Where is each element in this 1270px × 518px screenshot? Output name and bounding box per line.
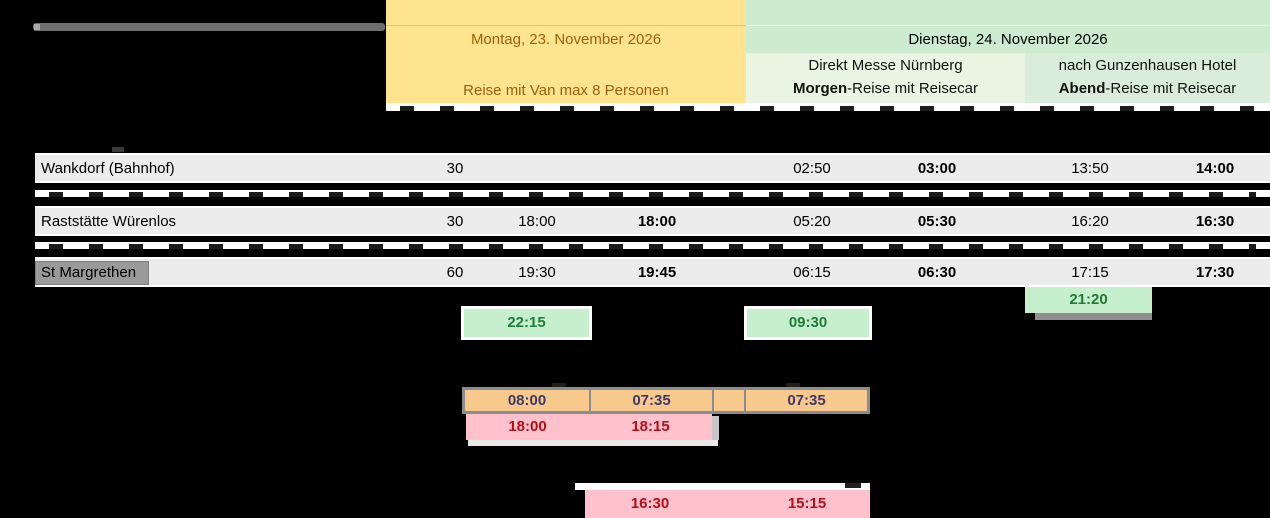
clipped-text-fragment [786, 383, 800, 387]
mon-departure-bold-cell[interactable]: 18:00 [637, 213, 677, 230]
table-row-wankdorf[interactable]: Wankdorf (Bahnhof) 30 02:50 03:00 13:50 … [35, 153, 1270, 183]
row-label[interactable]: Wankdorf (Bahnhof) [41, 160, 175, 177]
table-row-st-margrethen[interactable]: St Margrethen 60 19:30 19:45 06:15 06:30… [35, 257, 1270, 287]
clipped-text-fragment [845, 483, 861, 488]
clipped-text-fragment [112, 147, 124, 152]
tue-morning-bold-cell[interactable]: 05:30 [917, 213, 957, 230]
clipped-row-fragments [35, 190, 1270, 197]
selected-cell-highlight[interactable] [35, 261, 149, 285]
arrival-time-cell-tuesday-morning[interactable]: 09:30 [744, 306, 872, 340]
tue-evening-cell[interactable]: 16:20 [1071, 213, 1109, 230]
late-time-cell[interactable]: 15:15 [787, 495, 827, 512]
arrival-time-value: 09:30 [747, 309, 869, 337]
tuesday-evening-header[interactable]: nach Gunzenhausen Hotel Abend-Reise mit … [1025, 53, 1270, 103]
mon-departure-cell[interactable]: 18:00 [518, 213, 556, 230]
duration-cell[interactable]: 08:00 [507, 392, 547, 409]
header-gridline [746, 25, 1270, 26]
monday-date-title: Montag, 23. November 2026 [470, 31, 662, 48]
monday-subtitle: Reise mit Van max 8 Personen [463, 82, 669, 99]
stop-minutes-cell[interactable]: 30 [446, 213, 464, 230]
clipped-row-top [575, 483, 870, 490]
mon-departure-cell[interactable]: 19:30 [518, 264, 556, 281]
arrival-time-cell-monday[interactable]: 22:15 [461, 306, 592, 340]
tue-morning-bold-cell[interactable]: 03:00 [917, 160, 957, 177]
clipped-text-fragment [552, 383, 566, 387]
header-gridline [386, 25, 746, 26]
tuesday-evening-line2: Abend-Reise mit Reisecar [1058, 80, 1237, 97]
tuesday-morning-line1: Direkt Messe Nürnberg [808, 57, 963, 74]
late-time-cell[interactable]: 18:15 [631, 418, 670, 435]
arrival-time-cell-tuesday-evening[interactable]: 21:20 [1025, 287, 1152, 313]
tue-morning-cell[interactable]: 05:20 [793, 213, 831, 230]
late-time-cell[interactable]: 18:00 [508, 418, 547, 435]
tue-evening-bold-cell[interactable]: 14:00 [1195, 160, 1235, 177]
duration-cell[interactable]: 07:35 [744, 390, 867, 411]
tuesday-morning-line2: Morgen-Reise mit Reisecar [792, 80, 979, 97]
row-label[interactable]: St Margrethen [41, 264, 137, 281]
row-label[interactable]: Raststätte Würenlos [41, 213, 177, 230]
horizontal-scrollbar[interactable] [33, 23, 385, 31]
late-time-cell[interactable]: 16:30 [630, 495, 670, 512]
late-time-band-upper[interactable]: 18:00 18:15 [466, 414, 712, 440]
cell-shadow [712, 416, 719, 440]
tuesday-evening-line1: nach Gunzenhausen Hotel [1058, 57, 1237, 74]
monday-header-block[interactable]: Montag, 23. November 2026 Reise mit Van … [386, 0, 746, 103]
clipped-row-fragments [35, 242, 1270, 249]
late-time-band-lower[interactable]: 16:30 15:15 [585, 490, 870, 518]
table-row-raststaette[interactable]: Raststätte Würenlos 30 18:00 18:00 05:20… [35, 206, 1270, 236]
stop-minutes-cell[interactable]: 30 [446, 160, 464, 177]
tue-evening-cell[interactable]: 13:50 [1071, 160, 1109, 177]
tue-morning-cell[interactable]: 02:50 [793, 160, 831, 177]
tue-morning-bold-cell[interactable]: 06:30 [917, 264, 957, 281]
duration-band[interactable]: 08:00 07:35 07:35 [462, 387, 870, 414]
mon-departure-bold-cell[interactable]: 19:45 [637, 264, 677, 281]
tuesday-date-title: Dienstag, 24. November 2026 [908, 31, 1108, 48]
clipped-column-headers [386, 103, 1270, 111]
tue-evening-cell[interactable]: 17:15 [1071, 264, 1109, 281]
tuesday-header-block[interactable]: Dienstag, 24. November 2026 [746, 0, 1270, 53]
arrival-time-value: 22:15 [464, 309, 589, 337]
tue-evening-bold-cell[interactable]: 17:30 [1195, 264, 1235, 281]
duration-cell-empty[interactable] [712, 390, 744, 411]
tue-evening-bold-cell[interactable]: 16:30 [1195, 213, 1235, 230]
cell-shadow [468, 440, 718, 446]
cell-shadow [1035, 313, 1152, 320]
duration-cell[interactable]: 07:35 [589, 390, 712, 411]
tue-morning-cell[interactable]: 06:15 [793, 264, 831, 281]
tuesday-morning-header[interactable]: Direkt Messe Nürnberg Morgen-Reise mit R… [746, 53, 1025, 103]
stop-minutes-cell[interactable]: 60 [446, 264, 464, 281]
scrollbar-handle[interactable] [34, 24, 40, 30]
